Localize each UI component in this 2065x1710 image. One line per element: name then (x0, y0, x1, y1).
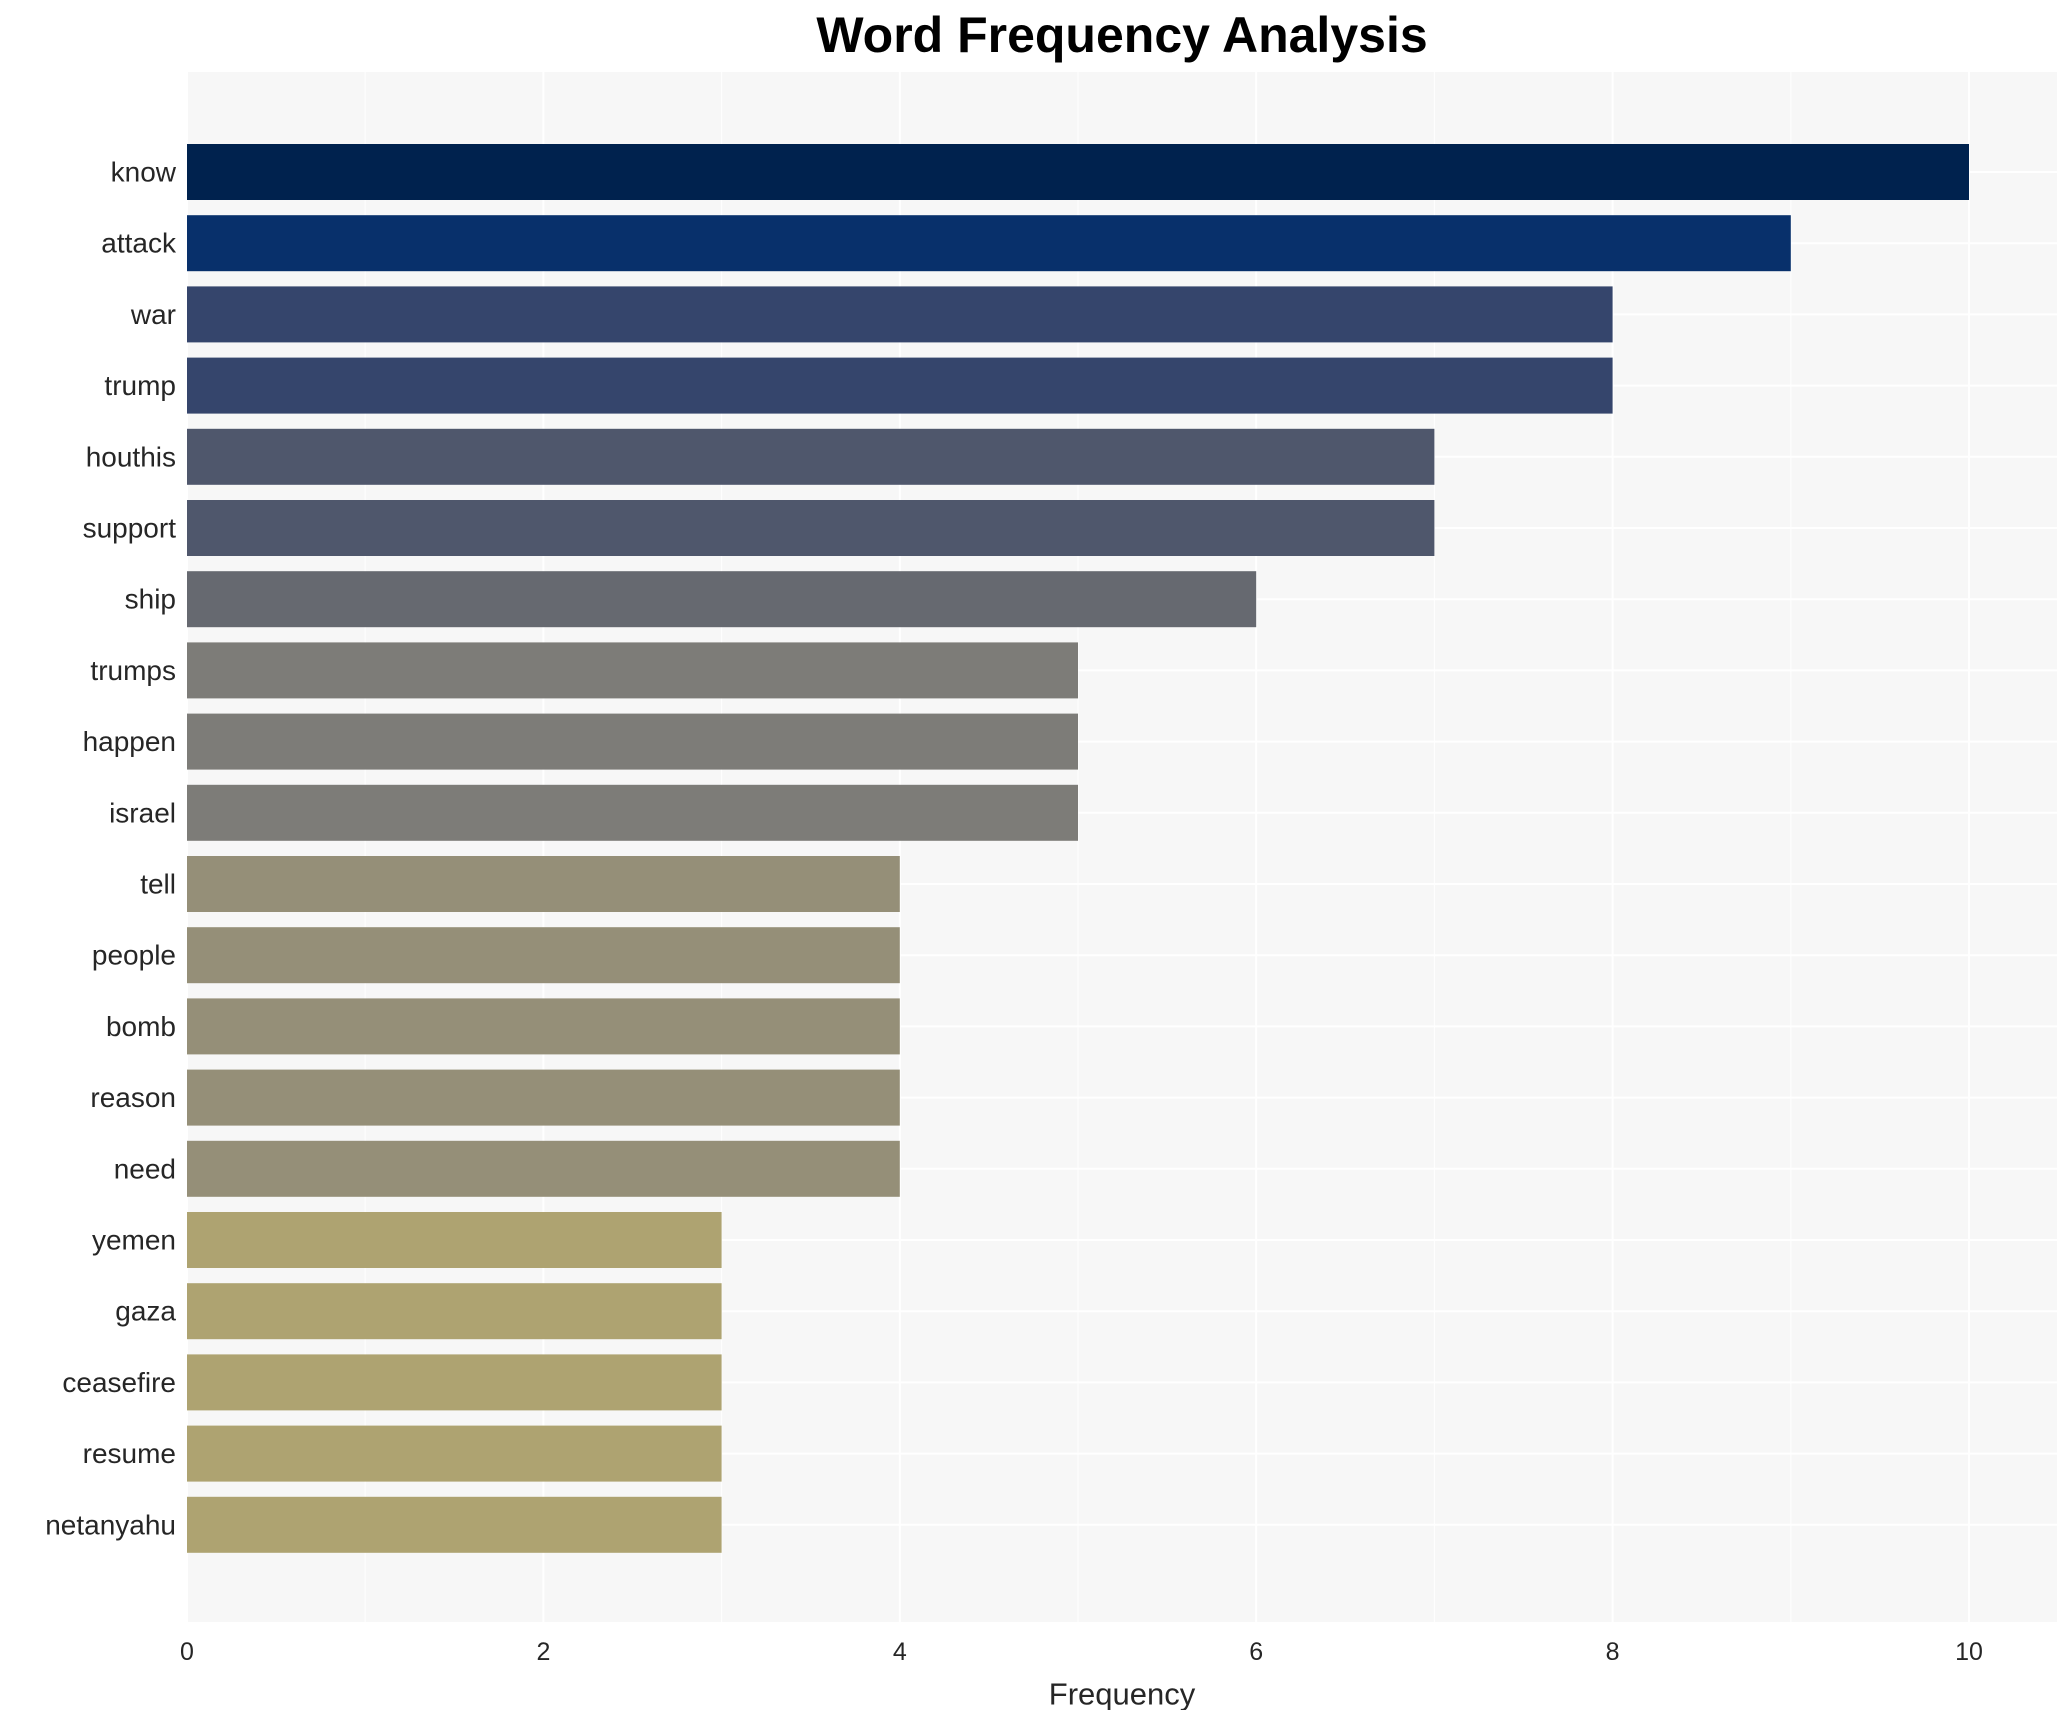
y-tick-label-bomb: bomb (106, 1011, 176, 1042)
y-tick-label-gaza: gaza (115, 1296, 176, 1327)
bar-attack (187, 215, 1791, 272)
y-tick-label-israel: israel (109, 797, 176, 828)
bar-support (187, 500, 1435, 556)
bar-need (187, 1140, 900, 1197)
bars (187, 144, 1969, 1553)
y-tick-labels: know attack war trump houthis support ship trum… (45, 157, 177, 1541)
bar-trumps (187, 642, 1078, 699)
y-tick-label-support: support (83, 513, 177, 544)
y-tick-label-trump: trump (104, 370, 176, 401)
bar-resume (187, 1425, 722, 1482)
x-tick-label: 4 (893, 1638, 907, 1666)
y-tick-label-resume: resume (83, 1438, 176, 1469)
y-tick-label-know: know (111, 157, 177, 188)
bar-israel (187, 784, 1078, 841)
y-tick-label-people: people (92, 940, 176, 971)
bar-houthis (187, 428, 1435, 485)
x-tick-label: 10 (1955, 1638, 1983, 1666)
y-tick-label-ship: ship (125, 584, 176, 615)
bar-reason (187, 1069, 900, 1126)
x-tick-label: 6 (1249, 1638, 1263, 1666)
bar-ceasefire (187, 1354, 722, 1411)
x-tick-labels: 0 2 4 6 8 10 (180, 1638, 1983, 1666)
bar-gaza (187, 1283, 722, 1340)
bar-war (187, 286, 1613, 343)
y-tick-label-yemen: yemen (92, 1225, 176, 1256)
bar-netanyahu (187, 1496, 722, 1553)
y-tick-label-attack: attack (101, 228, 177, 259)
bar-know (187, 144, 1969, 200)
bar-trump (187, 357, 1613, 414)
bar-bomb (187, 998, 900, 1055)
x-axis-label: Frequency (1049, 1677, 1196, 1710)
bar-tell (187, 856, 900, 912)
y-tick-label-tell: tell (140, 869, 176, 900)
y-tick-label-reason: reason (90, 1082, 176, 1113)
y-tick-label-trumps: trumps (90, 655, 176, 686)
x-tick-label: 0 (180, 1638, 194, 1666)
y-tick-label-war: war (130, 299, 176, 330)
y-tick-label-houthis: houthis (86, 441, 176, 472)
x-tick-label: 8 (1606, 1638, 1620, 1666)
chart-title: Word Frequency Analysis (816, 7, 1428, 63)
y-tick-label-ceasefire: ceasefire (62, 1367, 176, 1398)
bar-yemen (187, 1212, 722, 1268)
y-tick-label-netanyahu: netanyahu (45, 1509, 176, 1540)
y-tick-label-need: need (114, 1153, 176, 1184)
bar-happen (187, 713, 1078, 770)
x-tick-label: 2 (536, 1638, 550, 1666)
y-tick-label-happen: happen (83, 726, 176, 757)
bar-ship (187, 571, 1257, 628)
bar-people (187, 927, 900, 984)
